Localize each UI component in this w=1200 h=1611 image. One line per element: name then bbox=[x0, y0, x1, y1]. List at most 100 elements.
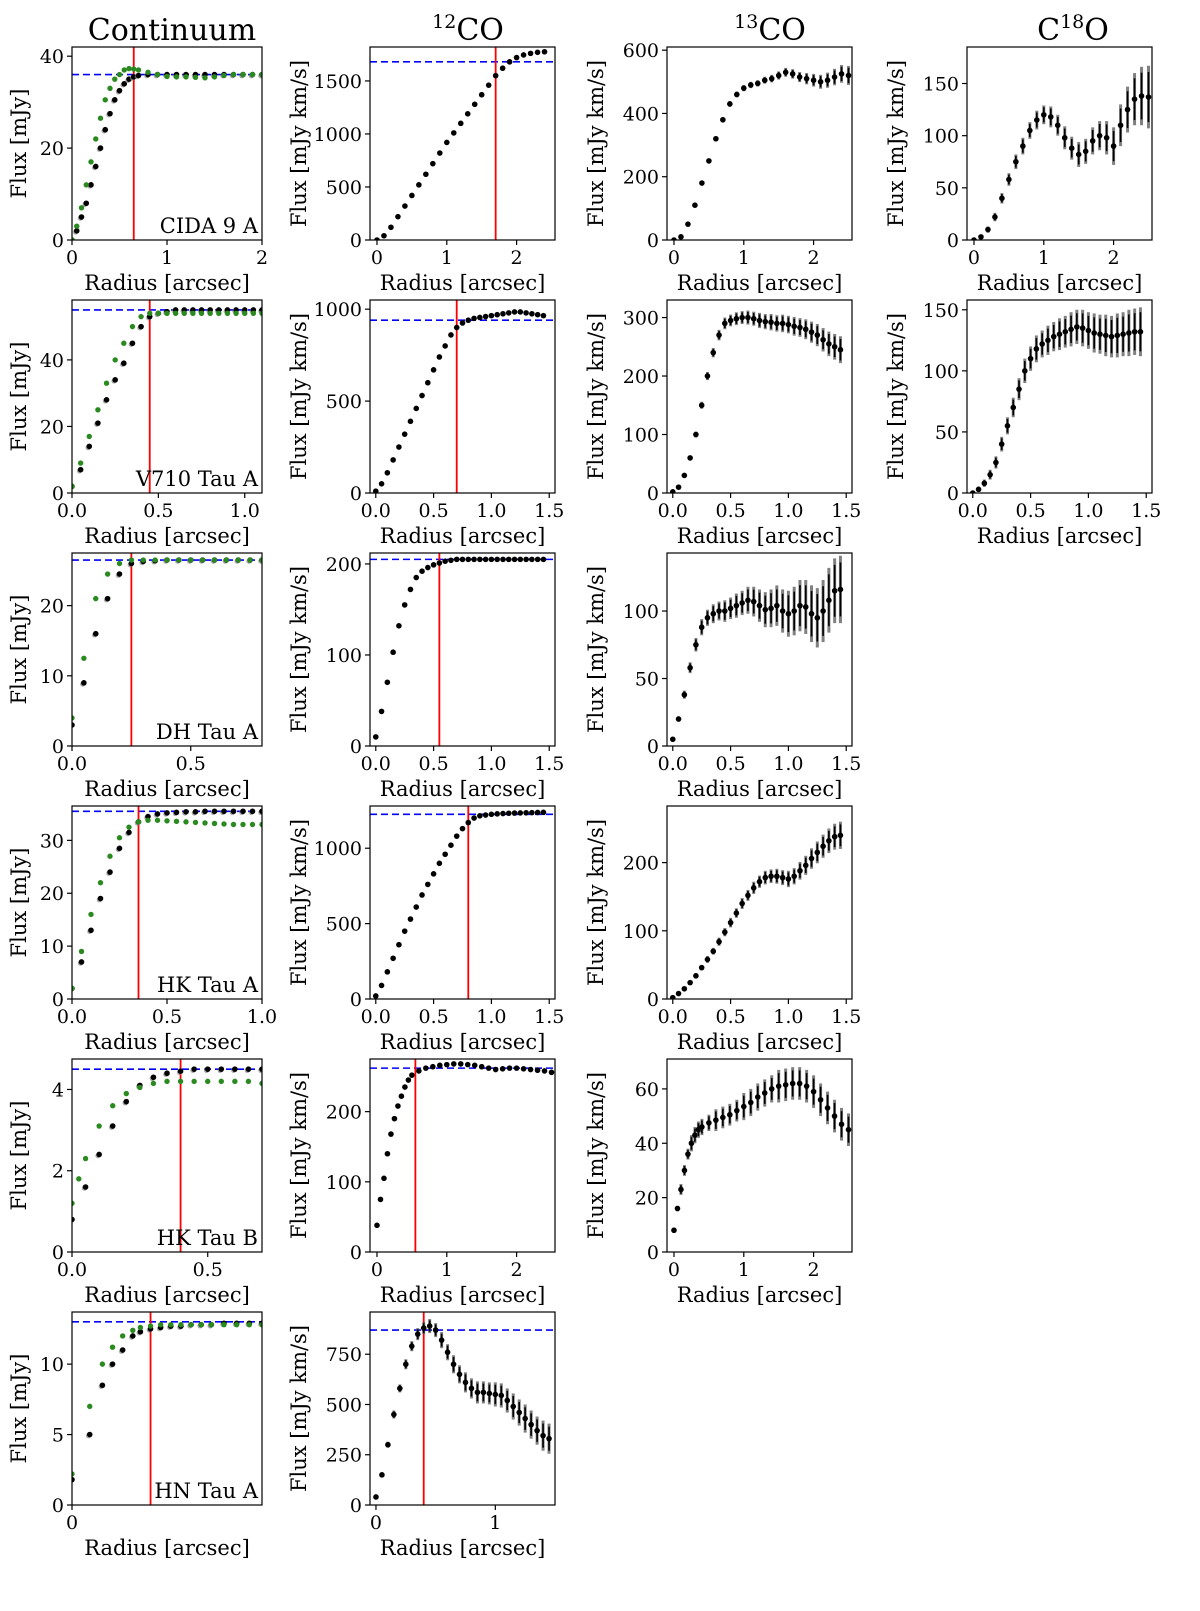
data-point bbox=[436, 560, 443, 566]
data-point bbox=[413, 904, 420, 910]
data-point bbox=[688, 1140, 695, 1147]
series-alt bbox=[72, 65, 262, 240]
series-data bbox=[374, 1061, 555, 1229]
data-point bbox=[687, 979, 693, 986]
data-point bbox=[459, 825, 466, 832]
data-point-alt bbox=[110, 1103, 116, 1109]
data-point bbox=[500, 556, 506, 563]
series-data bbox=[373, 1319, 552, 1500]
data-point bbox=[671, 1227, 677, 1234]
data-point bbox=[218, 1066, 225, 1072]
data-point bbox=[103, 397, 110, 403]
data-point-alt bbox=[119, 1333, 126, 1339]
data-point bbox=[814, 849, 821, 856]
data-point bbox=[456, 1371, 463, 1378]
data-point bbox=[425, 881, 431, 888]
axes-frame bbox=[666, 299, 853, 494]
data-point bbox=[540, 1432, 546, 1439]
y-tick-label: 0 bbox=[647, 1242, 659, 1264]
data-point bbox=[768, 605, 774, 612]
data-point bbox=[423, 1065, 429, 1071]
y-tick-label: 200 bbox=[623, 366, 659, 388]
data-point bbox=[425, 564, 431, 571]
y-tick-label: 4 bbox=[52, 1079, 64, 1101]
axes-frame bbox=[369, 46, 556, 241]
data-point bbox=[669, 489, 676, 493]
data-point-alt bbox=[259, 821, 262, 828]
x-tick-label: 2 bbox=[1108, 247, 1120, 269]
data-point-alt bbox=[178, 1321, 184, 1328]
source-label: CIDA 9 A bbox=[160, 214, 259, 238]
data-point bbox=[797, 324, 803, 331]
data-point bbox=[529, 310, 535, 317]
panel-r4-c1: 0 1 2 0 100 200 Radius [arcsec] Flux [mJy km/s] bbox=[287, 1058, 556, 1307]
data-point bbox=[998, 441, 1005, 447]
data-point bbox=[471, 101, 478, 108]
data-point bbox=[409, 1072, 415, 1078]
data-point-alt bbox=[93, 595, 99, 602]
data-point bbox=[99, 1382, 106, 1389]
data-point bbox=[740, 1103, 747, 1110]
data-point bbox=[727, 605, 734, 612]
data-point bbox=[1062, 328, 1069, 335]
data-point bbox=[820, 336, 826, 343]
data-point-alt bbox=[116, 560, 123, 567]
data-point bbox=[1145, 94, 1152, 100]
data-point-alt bbox=[107, 853, 113, 859]
data-point bbox=[992, 214, 998, 220]
data-point bbox=[504, 1397, 511, 1404]
x-tick-label: 1.0 bbox=[476, 1006, 506, 1028]
plot-area bbox=[671, 65, 852, 240]
data-point bbox=[372, 488, 379, 493]
data-point bbox=[826, 597, 832, 604]
data-point bbox=[831, 74, 838, 80]
data-point bbox=[150, 1074, 157, 1081]
data-point bbox=[464, 111, 471, 117]
data-point-alt bbox=[152, 557, 158, 563]
data-point bbox=[802, 862, 809, 869]
y-tick-label: 20 bbox=[40, 138, 64, 160]
data-point-alt bbox=[137, 1084, 143, 1091]
x-axis-label: Radius [arcsec] bbox=[380, 1536, 546, 1560]
data-point-alt bbox=[240, 821, 246, 828]
data-point bbox=[739, 314, 745, 321]
data-point bbox=[727, 317, 734, 324]
x-tick-label: 0.5 bbox=[715, 753, 745, 775]
panel-r2-c2: 0.0 0.5 1.0 1.5 0 50 100 Radius [arcsec] Flux [m… bbox=[584, 552, 861, 801]
data-point bbox=[523, 556, 529, 563]
data-point-alt bbox=[130, 1327, 136, 1334]
data-point bbox=[733, 910, 740, 916]
data-point bbox=[838, 1121, 845, 1128]
x-axis-label: Radius [arcsec] bbox=[84, 271, 250, 295]
y-tick-label: 10 bbox=[40, 936, 64, 958]
data-point bbox=[420, 1325, 427, 1331]
x-tick-label: 1 bbox=[489, 1512, 501, 1534]
data-point bbox=[782, 69, 789, 76]
data-point-alt bbox=[164, 73, 170, 80]
data-point-alt bbox=[135, 67, 142, 73]
data-point bbox=[407, 916, 414, 922]
y-tick-label: 40 bbox=[40, 350, 64, 372]
data-point-alt bbox=[259, 557, 262, 563]
data-point bbox=[1102, 332, 1109, 339]
data-point-alt bbox=[72, 237, 75, 240]
data-point bbox=[768, 1086, 775, 1092]
data-point bbox=[396, 623, 402, 629]
data-point bbox=[474, 1389, 481, 1396]
data-point-alt bbox=[235, 557, 241, 563]
data-point bbox=[477, 314, 483, 321]
data-point bbox=[436, 354, 443, 360]
data-point bbox=[506, 1065, 513, 1071]
data-point bbox=[510, 1403, 517, 1410]
data-point bbox=[546, 1435, 552, 1442]
x-tick-label: 1 bbox=[738, 247, 750, 269]
data-point-alt bbox=[164, 557, 170, 563]
data-point-alt bbox=[76, 1176, 82, 1182]
source-label: DH Tau A bbox=[156, 720, 259, 744]
data-point bbox=[116, 845, 123, 852]
data-point bbox=[97, 895, 104, 902]
data-point-alt bbox=[246, 1321, 253, 1328]
data-point bbox=[442, 343, 448, 349]
data-point bbox=[820, 608, 826, 614]
data-point bbox=[527, 50, 534, 57]
